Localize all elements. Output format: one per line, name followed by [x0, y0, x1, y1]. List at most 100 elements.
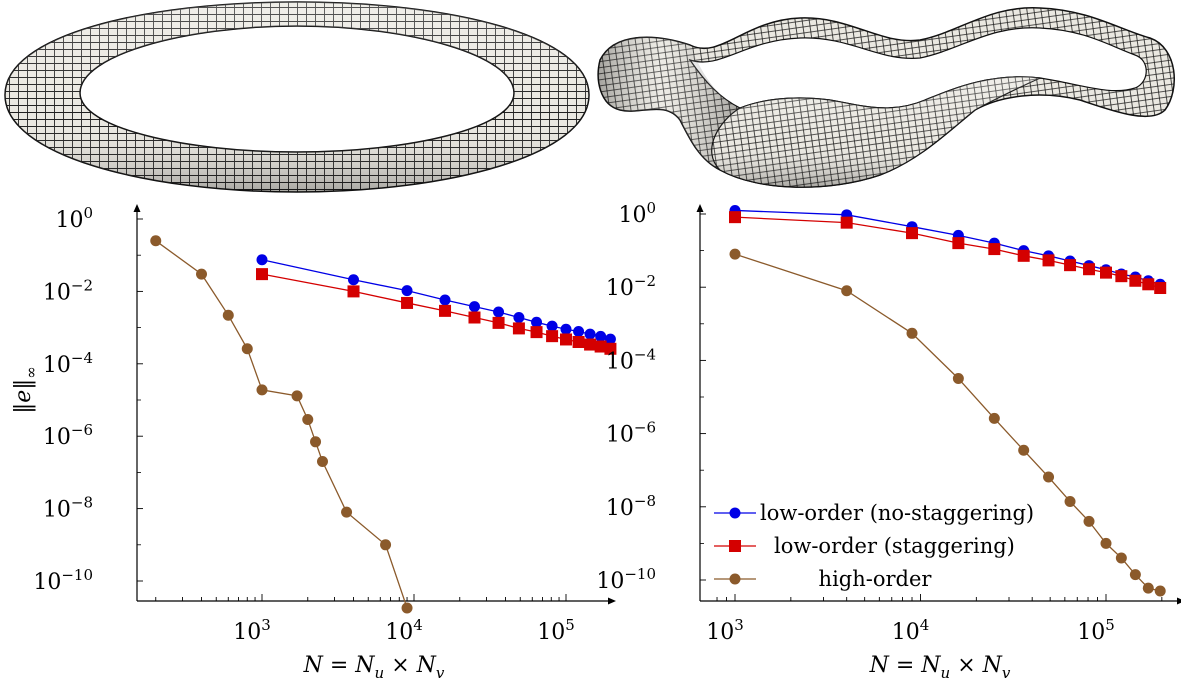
data-point	[560, 323, 572, 335]
data-point	[513, 312, 525, 324]
y-tick-label: 100	[55, 204, 93, 233]
series-line	[261, 259, 611, 340]
data-point	[1064, 495, 1076, 507]
data-point	[840, 216, 853, 229]
x-tick-label: 103	[233, 616, 271, 645]
data-point	[988, 412, 1000, 424]
data-point	[572, 336, 585, 349]
data-point	[468, 311, 481, 324]
legend-label: high-order	[819, 567, 933, 591]
data-point	[952, 373, 964, 385]
x-tick-label: 104	[892, 616, 930, 645]
y-tick-label: 10−6	[43, 421, 93, 450]
data-point	[222, 309, 234, 321]
y-tick-label: 100	[618, 199, 656, 228]
data-point	[546, 330, 559, 343]
convergence-plot-torus: 103 104 105 100 10−2 10−4 10−6 10−8 10−10 N = Nu …	[11, 204, 617, 680]
data-point	[1142, 582, 1154, 594]
y-tick-label: 10−6	[606, 419, 656, 448]
data-point	[1154, 282, 1167, 295]
y-tick-label: 10−2	[43, 276, 93, 305]
x-tick-label: 105	[537, 616, 575, 645]
x-tick-label: 103	[706, 616, 744, 645]
data-point	[341, 506, 353, 518]
data-point	[1083, 263, 1096, 276]
data-point	[439, 294, 451, 306]
y-axis-arrow	[133, 204, 141, 212]
data-point	[560, 333, 572, 346]
data-point	[439, 304, 452, 317]
legend-marker	[729, 540, 741, 552]
data-point	[546, 320, 558, 332]
data-point	[241, 343, 253, 355]
y-tick-label: 10−8	[43, 494, 93, 523]
legend-label: low-order (staggering)	[774, 534, 1015, 558]
data-point	[584, 328, 596, 340]
series-staggering	[729, 211, 1167, 295]
data-point	[401, 296, 414, 309]
data-point	[512, 322, 525, 335]
data-point	[604, 342, 617, 355]
data-point	[906, 327, 918, 339]
data-point	[595, 330, 607, 342]
data-point	[1129, 274, 1142, 287]
x-axis-label: N = Nu × Nv	[869, 653, 1011, 680]
series-high-order	[150, 235, 413, 614]
y-tick-label: 10−2	[606, 272, 656, 301]
series-line	[734, 216, 1161, 289]
data-point	[1100, 266, 1112, 279]
data-point	[348, 274, 360, 286]
series-staggering	[256, 268, 617, 355]
data-point	[310, 436, 322, 448]
y-tick-label: 10−10	[33, 566, 93, 595]
data-point	[1115, 270, 1128, 283]
y-tick-label: 10−8	[606, 492, 656, 521]
data-point	[952, 237, 965, 250]
data-point	[604, 333, 616, 345]
series-line	[261, 273, 611, 350]
data-point	[256, 254, 268, 266]
data-point	[530, 326, 543, 339]
data-point	[1043, 471, 1055, 483]
data-point	[316, 456, 328, 468]
x-axis-label: N = Nu × Nv	[303, 653, 445, 680]
y-axis-arrow	[696, 204, 704, 212]
data-point	[1042, 254, 1055, 267]
y-axis-label: ‖e‖∞	[11, 366, 40, 414]
data-point	[1083, 515, 1095, 527]
data-point	[729, 248, 741, 260]
data-point	[573, 326, 585, 338]
convergence-plot-twisted: 103 104 105 100 10−2 10−4 10−6 10−8 10−10 N = Nu …	[596, 199, 1181, 680]
data-point	[150, 235, 162, 247]
data-point	[531, 316, 543, 328]
data-point	[401, 285, 413, 297]
data-point	[302, 413, 314, 425]
twisted-ribbon-surface	[597, 7, 1176, 188]
x-axis-arrow	[1177, 597, 1181, 605]
data-point	[1142, 278, 1155, 291]
torus-surface	[4, 1, 590, 193]
data-point	[1018, 444, 1030, 456]
series-high-order	[729, 248, 1166, 597]
data-point	[1129, 569, 1141, 581]
data-point	[401, 602, 413, 614]
data-point	[291, 390, 303, 402]
y-tick-label: 10−4	[606, 345, 656, 374]
series-no-staggering	[256, 254, 616, 345]
data-point	[493, 306, 505, 318]
legend: low-order (no-staggering) low-order (stag…	[714, 501, 1034, 591]
data-point	[729, 211, 741, 224]
legend-label: low-order (no-staggering)	[760, 501, 1034, 525]
x-axis-arrow	[608, 597, 616, 605]
data-point	[256, 268, 268, 281]
data-point	[468, 301, 480, 313]
data-point	[1064, 259, 1077, 272]
series-line	[734, 209, 1161, 285]
legend-marker	[729, 573, 741, 585]
series-line	[155, 240, 408, 609]
legend-marker	[729, 507, 741, 519]
data-point	[906, 227, 919, 240]
x-tick-label: 105	[1077, 616, 1115, 645]
data-point	[1154, 585, 1166, 597]
data-point	[380, 539, 392, 551]
